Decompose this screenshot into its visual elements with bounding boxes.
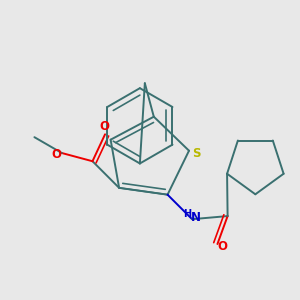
- Text: O: O: [51, 148, 61, 160]
- Text: O: O: [218, 241, 227, 254]
- Text: O: O: [99, 120, 109, 133]
- Text: H: H: [183, 209, 191, 219]
- Text: S: S: [192, 147, 200, 160]
- Text: N: N: [191, 211, 201, 224]
